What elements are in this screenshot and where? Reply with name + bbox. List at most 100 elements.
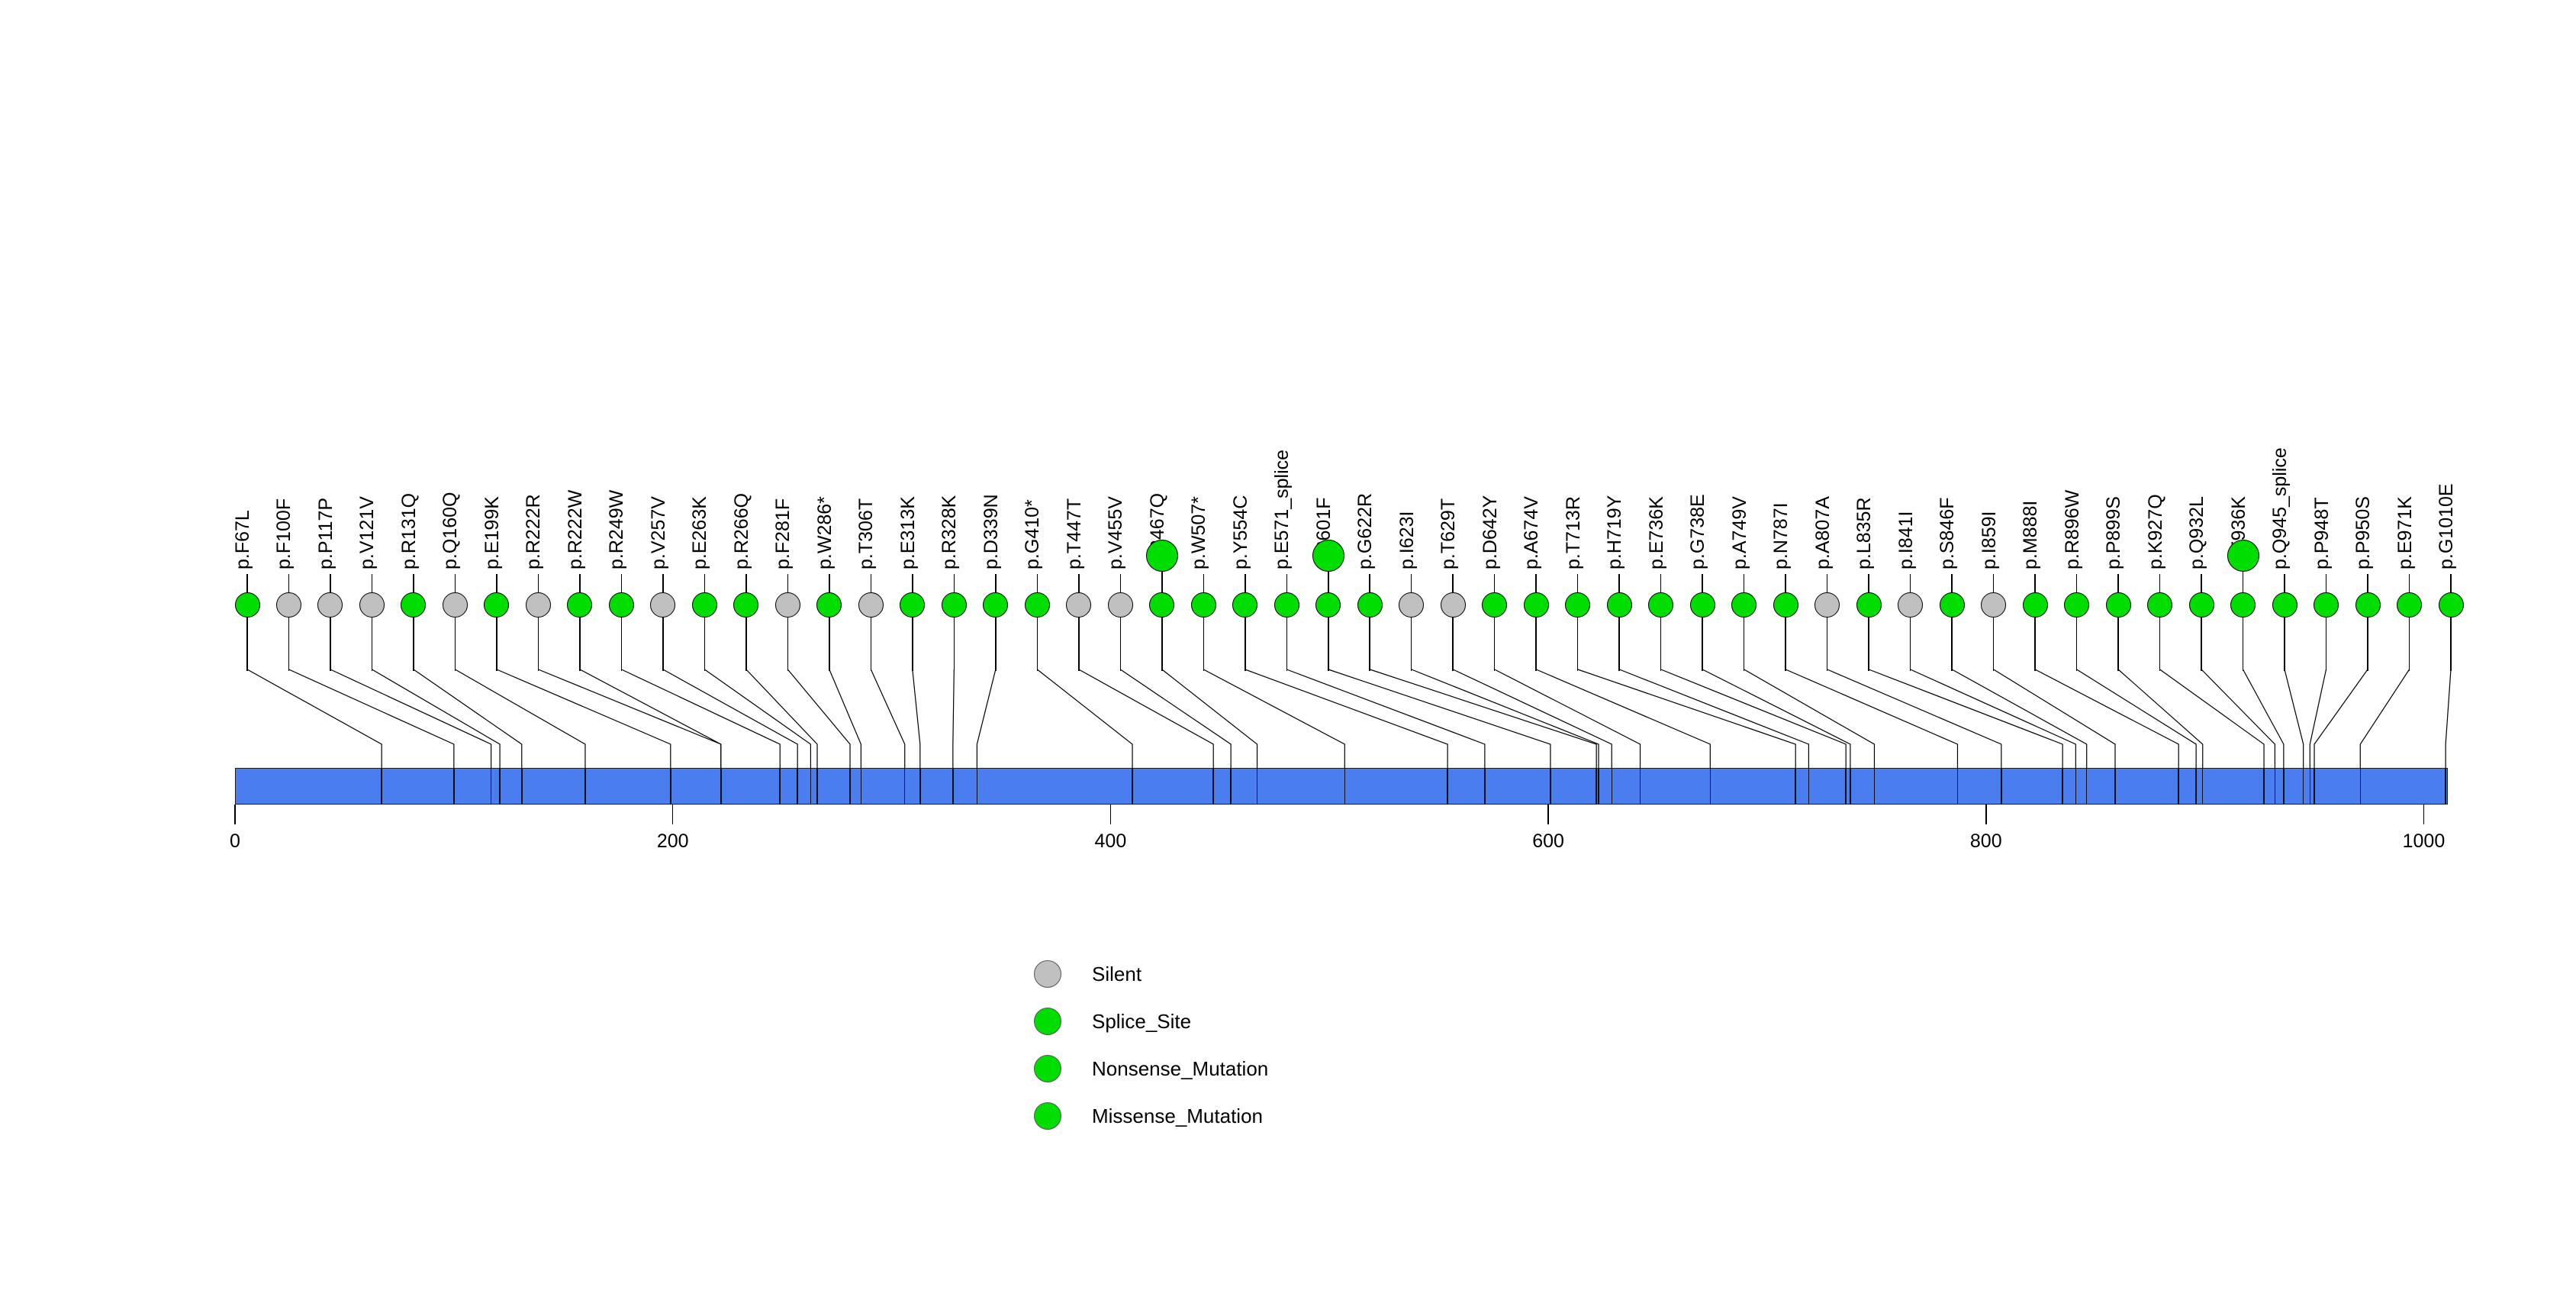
- lollipop-stem-lower: [1036, 616, 1038, 671]
- protein-position-line: [381, 769, 382, 804]
- lollipop-stem: [1992, 574, 1995, 592]
- protein-position-line: [2114, 769, 2116, 804]
- lollipop-stem-lower: [1161, 616, 1163, 671]
- protein-position-line: [797, 769, 798, 804]
- mutation-marker: [2438, 592, 2464, 618]
- lollipop-stem: [1785, 574, 1786, 592]
- lollipop-stem: [2367, 574, 2368, 592]
- lollipop-stem-link: [1161, 572, 1163, 592]
- mutation-label: p.Y554C: [1229, 495, 1251, 569]
- mutation-marker: [2064, 592, 2090, 618]
- lollipop-stem-lower: [745, 616, 747, 671]
- lollipop-stem: [1452, 574, 1454, 592]
- lollipop-stem: [1119, 574, 1122, 592]
- protein-position-line: [2359, 769, 2361, 804]
- lollipop-stem-lower: [2284, 616, 2285, 671]
- mutation-marker: [1274, 592, 1299, 618]
- protein-position-line: [1256, 769, 1258, 804]
- mutation-label: p.F281F: [772, 498, 794, 569]
- mutation-label: p.G738E: [1687, 494, 1709, 569]
- protein-position-line: [2274, 769, 2276, 804]
- lollipop-stem-lower: [1328, 616, 1329, 671]
- mutation-marker: [1149, 592, 1175, 618]
- protein-position-line: [2302, 769, 2304, 804]
- mutation-label: p.R896W: [2061, 489, 2083, 569]
- mutation-marker: [1024, 592, 1050, 618]
- mutation-marker: [525, 592, 551, 618]
- legend-label: Splice_Site: [1092, 1009, 1192, 1033]
- mutation-marker: [1856, 592, 1882, 618]
- mutation-label: p.Q932L: [2186, 496, 2208, 569]
- lollipop-stem-lower: [1493, 616, 1496, 671]
- protein-domain-bar: [235, 768, 2448, 805]
- lollipop-stem: [995, 574, 997, 592]
- lollipop-stem-lower: [2201, 616, 2202, 671]
- mutation-marker: [1312, 540, 1344, 572]
- lollipop-stem: [953, 574, 955, 592]
- axis-tick-label: 600: [1532, 830, 1564, 852]
- lollipop-stem-lower: [1909, 616, 1911, 671]
- lollipop-stem-lower: [662, 616, 664, 671]
- legend-item[interactable]: Missense_Mutation: [1034, 1092, 1268, 1140]
- protein-position-line: [1639, 769, 1641, 804]
- lollipop-stem: [787, 574, 789, 592]
- protein-position-line: [1212, 769, 1214, 804]
- legend-item[interactable]: Nonsense_Mutation: [1034, 1045, 1268, 1092]
- lollipop-stem: [413, 574, 414, 592]
- lollipop-stem: [371, 574, 373, 592]
- lollipop-stem: [1535, 574, 1537, 592]
- mutation-marker: [733, 592, 759, 618]
- mutation-label: p.Q945_splice: [2269, 447, 2291, 569]
- lollipop-stem: [2117, 574, 2119, 592]
- lollipop-stem: [2284, 574, 2285, 592]
- mutation-label: p.V455V: [1105, 496, 1127, 569]
- legend-label: Nonsense_Mutation: [1092, 1056, 1269, 1080]
- protein-position-line: [2314, 769, 2315, 804]
- lollipop-stem: [537, 574, 539, 592]
- protein-position-line: [1230, 769, 1232, 804]
- lollipop-stem: [1410, 574, 1412, 592]
- mutation-marker: [401, 592, 427, 618]
- mutation-marker: [2230, 592, 2256, 618]
- lollipop-stem-lower: [2034, 616, 2036, 671]
- mutation-marker: [1145, 540, 1178, 572]
- protein-position-line: [1611, 769, 1612, 804]
- protein-position-line: [1447, 769, 1448, 804]
- mutation-marker: [1357, 592, 1383, 618]
- lollipop-stem: [1576, 574, 1579, 592]
- mutation-marker: [1898, 592, 1924, 618]
- lollipop-stem: [2034, 574, 2036, 592]
- lollipop-stem-link: [2242, 572, 2244, 592]
- lollipop-stem-lower: [1245, 616, 1246, 671]
- protein-position-line: [1550, 769, 1551, 804]
- lollipop-stem: [662, 574, 664, 592]
- legend: Silent Splice_Site Nonsense_Mutation Missen…: [1034, 950, 1268, 1140]
- mutation-label: p.E263K: [689, 496, 711, 569]
- mutation-marker: [900, 592, 926, 618]
- lollipop-stem-lower: [1826, 616, 1828, 671]
- protein-position-line: [2001, 769, 2002, 804]
- mutation-marker: [1315, 592, 1341, 618]
- protein-position-line: [720, 769, 722, 804]
- mutation-label: p.G410*: [1022, 499, 1044, 569]
- mutation-label: p.G622R: [1354, 492, 1377, 569]
- protein-position-line: [849, 769, 851, 804]
- legend-item[interactable]: Splice_Site: [1034, 998, 1268, 1045]
- mutation-marker: [2188, 592, 2214, 618]
- lollipop-stem-lower: [1992, 616, 1995, 671]
- lollipop-stem: [1078, 574, 1080, 592]
- mutation-marker: [1981, 592, 2007, 618]
- mutation-label: p.D642Y: [1479, 495, 1501, 569]
- protein-position-line: [1132, 769, 1133, 804]
- lollipop-stem-lower: [288, 616, 290, 671]
- legend-label: Missense_Mutation: [1092, 1104, 1263, 1127]
- legend-color-swatch: [1034, 1102, 1061, 1130]
- protein-position-line: [499, 769, 501, 804]
- mutation-marker: [234, 592, 260, 618]
- lollipop-stem-lower: [579, 616, 581, 671]
- legend-item[interactable]: Silent: [1034, 950, 1268, 998]
- lollipop-stem: [1702, 574, 1703, 592]
- lollipop-stem: [1868, 574, 1869, 592]
- mutation-label: p.L835R: [1853, 497, 1876, 569]
